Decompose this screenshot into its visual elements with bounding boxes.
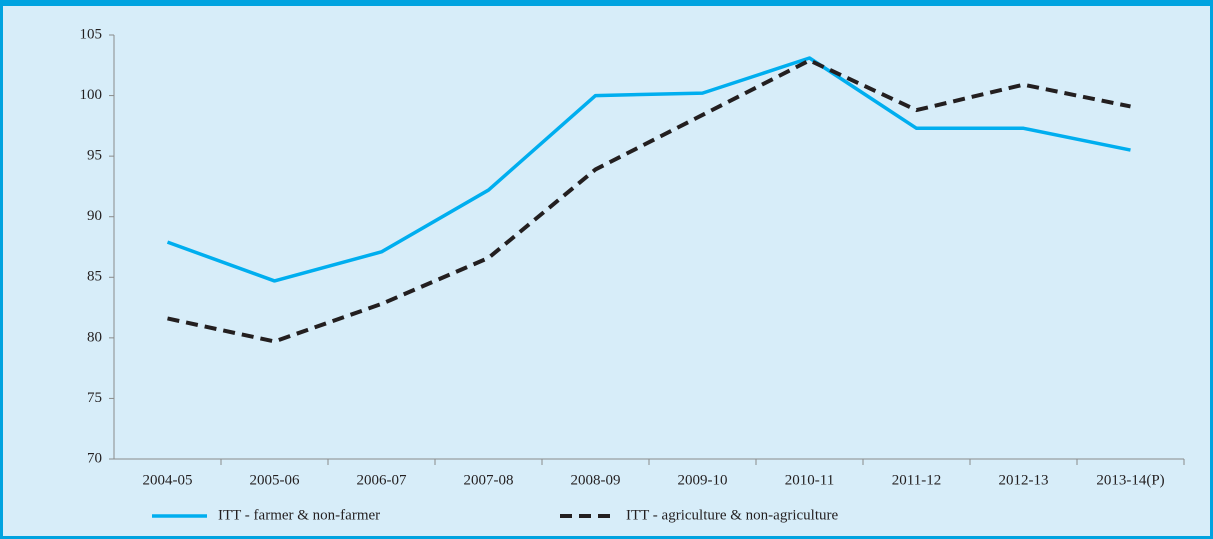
- y-tick-label: 105: [80, 26, 103, 42]
- top-bar: [0, 0, 1213, 6]
- x-tick-label: 2011-12: [892, 472, 941, 488]
- y-tick-label: 80: [87, 329, 102, 345]
- y-tick-label: 70: [87, 450, 102, 466]
- x-tick-label: 2009-10: [678, 472, 728, 488]
- x-tick-label: 2010-11: [785, 472, 834, 488]
- y-tick-label: 75: [87, 390, 102, 406]
- legend-label: ITT - agriculture & non-agriculture: [626, 507, 838, 523]
- x-tick-label: 2006-07: [357, 472, 407, 488]
- x-tick-label: 2005-06: [250, 472, 300, 488]
- y-tick-label: 100: [80, 87, 103, 103]
- data-line: [166, 56, 1131, 283]
- x-tick-label: 2012-13: [999, 472, 1049, 488]
- x-tick-label: 2004-05: [143, 472, 193, 488]
- x-tick-label: 2007-08: [464, 472, 514, 488]
- x-tick-label: 2008-09: [571, 472, 621, 488]
- y-tick-label: 95: [87, 148, 102, 164]
- data-line: [167, 58, 1131, 344]
- y-tick-label: 90: [87, 208, 102, 224]
- legend-label: ITT - farmer & non-farmer: [218, 507, 380, 523]
- y-tick-label: 85: [87, 269, 102, 285]
- x-tick-label: 2013-14(P): [1096, 472, 1164, 488]
